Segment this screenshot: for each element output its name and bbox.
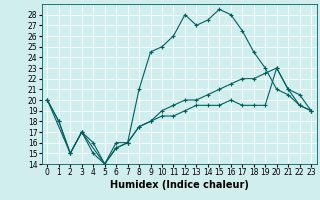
X-axis label: Humidex (Indice chaleur): Humidex (Indice chaleur) <box>110 180 249 190</box>
